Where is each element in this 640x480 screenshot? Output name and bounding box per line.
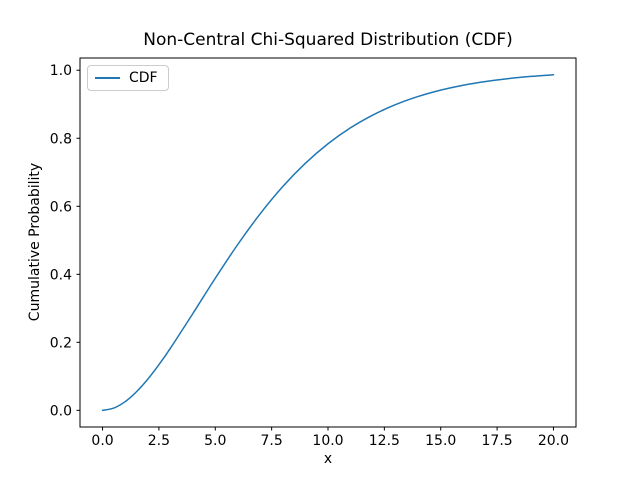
y-tick-label: 1.0 (50, 63, 72, 79)
cdf-curve (101, 74, 555, 412)
x-tick-label: 17.5 (482, 433, 513, 449)
x-tick-label: 7.5 (261, 433, 283, 449)
y-tick-label: 0.6 (50, 199, 72, 215)
x-tick-label: 2.5 (148, 433, 170, 449)
legend-label: CDF (129, 70, 158, 86)
y-tick-label: 0.8 (50, 131, 72, 147)
x-tick-label: 15.0 (425, 433, 456, 449)
x-tick-label: 0.0 (91, 433, 113, 449)
x-tick-label: 20.0 (538, 433, 569, 449)
x-tick-label: 5.0 (204, 433, 226, 449)
x-tick-label: 10.0 (312, 433, 343, 449)
y-tick-label: 0.0 (50, 403, 72, 419)
chart-title: Non-Central Chi-Squared Distribution (CD… (143, 30, 513, 50)
legend-line-swatch (95, 77, 120, 79)
legend: CDF (87, 65, 169, 91)
y-tick-label: 0.4 (50, 267, 72, 283)
x-axis-label: x (323, 451, 333, 467)
y-tick-label: 0.2 (50, 335, 72, 351)
x-tick-label: 12.5 (369, 433, 400, 449)
